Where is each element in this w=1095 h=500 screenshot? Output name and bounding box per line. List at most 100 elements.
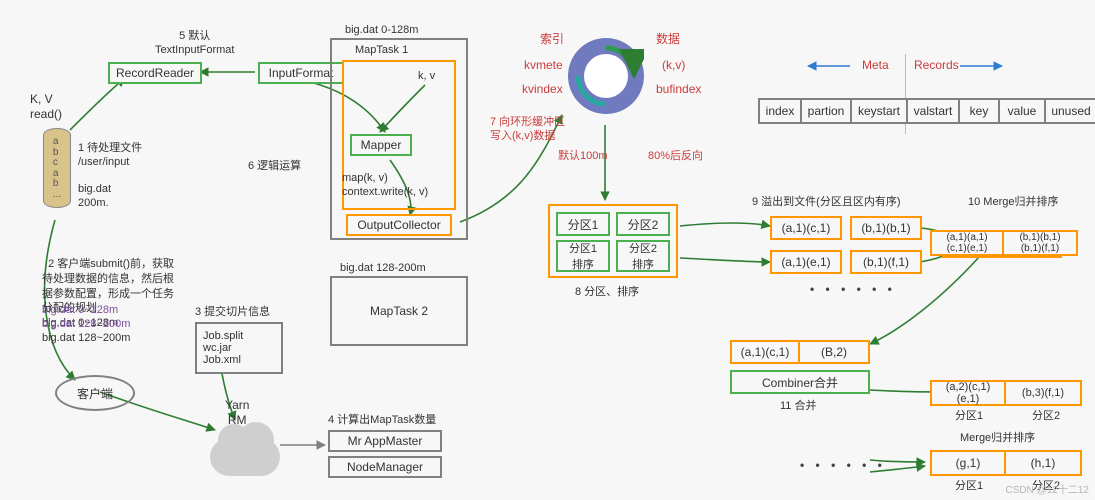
h1-box: (h,1) [1006, 450, 1082, 476]
client-label: 客户端 [77, 385, 113, 402]
ring-buffer [568, 38, 644, 114]
inputformat-text: InputFormat [269, 66, 334, 80]
step9-label: 9 溢出到文件(分区且区内有序) [752, 196, 901, 210]
bigdat1-label: big.dat 128-200m [340, 262, 426, 276]
merge-c2-t: (b,1)(b,1)(b,1)(f,1) [1010, 232, 1070, 254]
g1-text: (g,1) [956, 456, 981, 470]
cell-index: index [758, 98, 802, 124]
gh-row: (g,1) (h,1) [930, 450, 1082, 476]
step1-label: 1 待处理文件 /user/input big.dat 200m. [78, 142, 142, 211]
kvmete-label: kvmete [524, 58, 563, 73]
comb-out-1: (a,2)(c,1)(e,1) [930, 380, 1006, 406]
kv-arrow-label: k, v [418, 70, 435, 84]
cell-keystart: keystart [852, 98, 908, 124]
merge-c1: (a,1)(a,1)(c,1)(e,1) [930, 230, 1004, 256]
cell-key: key [960, 98, 1000, 124]
appmaster-text: Mr AppMaster [348, 434, 423, 448]
combiner-box: Combiner合并 [730, 370, 870, 394]
recordreader-text: RecordReader [116, 66, 194, 80]
reverse80-label: 80%后反向 [648, 150, 703, 164]
spill-dots: • • • • • • [810, 282, 896, 296]
maptask1-label: MapTask 1 [355, 44, 408, 58]
spill-d-text: (b,1)(f,1) [863, 255, 909, 269]
p1s-text: 分区1 排序 [569, 240, 597, 272]
outputcollector-box: OutputCollector [346, 214, 452, 236]
kv-read-label: K, V read() [30, 92, 62, 122]
g1-box: (g,1) [930, 450, 1006, 476]
comb-in-b-t: (B,2) [821, 345, 847, 359]
gh-dots: • • • • • • [800, 458, 886, 472]
merge-pair: (a,1)(a,1)(c,1)(e,1) (b,1)(b,1)(b,1)(f,1… [930, 230, 1078, 256]
outputcollector-text: OutputCollector [357, 218, 440, 232]
comb-in-b: (B,2) [800, 340, 870, 364]
spill-b: (b,1)(b,1) [850, 216, 922, 240]
mapper-text: Mapper [361, 138, 402, 152]
split-info-box: Job.split wc.jar Job.xml [195, 322, 283, 374]
kvindex-label: kvindex [522, 82, 563, 97]
comb-out-2: (b,3)(f,1) [1006, 380, 1082, 406]
suoyin-label: 索引 [540, 32, 564, 47]
spill-c: (a,1)(e,1) [770, 250, 842, 274]
spill-a-text: (a,1)(c,1) [782, 221, 831, 235]
step2-purple1: big.dat 0~128m [42, 304, 118, 318]
p1-text: 分区1 [568, 216, 599, 233]
cell-value: value [1000, 98, 1046, 124]
shuju-label: 数据 [656, 32, 680, 47]
nodemgr-text: NodeManager [347, 460, 423, 474]
p2s-box: 分区2 排序 [616, 240, 670, 272]
maptask2-text: MapTask 2 [370, 304, 428, 318]
combiner-in: (a,1)(c,1) (B,2) [730, 340, 870, 364]
part2-label: 分区2 [1032, 410, 1060, 424]
mergesort-label: Merge归并排序 [960, 432, 1035, 446]
spill-b-text: (b,1)(b,1) [861, 221, 910, 235]
cell-partion: partion [802, 98, 852, 124]
step10-label: 10 Merge归并排序 [968, 196, 1058, 210]
spill-c-text: (a,1)(e,1) [781, 255, 830, 269]
p2-text: 分区2 [628, 216, 659, 233]
mapper-box: Mapper [350, 134, 412, 156]
split-info-text: Job.split wc.jar Job.xml [203, 330, 243, 366]
nodemgr-box: NodeManager [328, 456, 442, 478]
bigdat0-label: big.dat 0-128m [345, 24, 418, 38]
bufindex-label: bufindex [656, 82, 701, 97]
step8-label: 8 分区、排序 [575, 286, 639, 300]
client-ellipse: 客户端 [55, 375, 135, 411]
db-cylinder: a b c a b ... [43, 128, 71, 208]
default100m-label: 默认100m [558, 150, 608, 164]
spill-d: (b,1)(f,1) [850, 250, 922, 274]
meta-label: Meta [862, 58, 889, 73]
part1-label: 分区1 [955, 410, 983, 424]
comb-out-1-t: (a,2)(c,1)(e,1) [938, 381, 998, 405]
comb-in-a: (a,1)(c,1) [730, 340, 800, 364]
comb-in-a-t: (a,1)(c,1) [741, 345, 790, 359]
combiner-out: (a,2)(c,1)(e,1) (b,3)(f,1) [930, 380, 1082, 406]
p2s-text: 分区2 排序 [629, 240, 657, 272]
step11-label: 11 合并 [780, 400, 816, 414]
h1-text: (h,1) [1031, 456, 1056, 470]
comb-out-2-t: (b,3)(f,1) [1022, 387, 1064, 399]
records-label: Records [914, 58, 959, 73]
step5-label: 5 默认 TextInputFormat [155, 30, 234, 58]
part1b-label: 分区1 [955, 480, 983, 494]
p1s-box: 分区1 排序 [556, 240, 610, 272]
step2-purple2: big.dat 128~200m [42, 318, 130, 332]
step7-label: 7 向环形缓冲区 写入(k,v)数据 [490, 116, 565, 144]
yarn-cloud [210, 438, 280, 476]
cyl-letters: a b c a b ... [53, 137, 61, 200]
p1-box: 分区1 [556, 212, 610, 236]
watermark: CSDN @12十二12 [1005, 481, 1089, 496]
merge-c1-t: (a,1)(a,1)(c,1)(e,1) [938, 232, 996, 254]
step4-label: 4 计算出MapTask数量 [328, 414, 436, 428]
recordreader-box: RecordReader [108, 62, 202, 84]
buffer-table: index partion keystart valstart key valu… [758, 98, 1095, 124]
step6-label: 6 逻辑运算 [248, 160, 301, 174]
cell-unused: unused [1046, 98, 1095, 124]
cell-valstart: valstart [908, 98, 960, 124]
maptask2-box: MapTask 2 [330, 276, 468, 346]
merge-c2: (b,1)(b,1)(b,1)(f,1) [1004, 230, 1078, 256]
spill-a: (a,1)(c,1) [770, 216, 842, 240]
kvpair-label: (k,v) [662, 58, 685, 73]
combiner-text: Combiner合并 [762, 374, 838, 391]
appmaster-box: Mr AppMaster [328, 430, 442, 452]
maplogic-label: map(k, v) context.write(k, v) [342, 172, 428, 200]
